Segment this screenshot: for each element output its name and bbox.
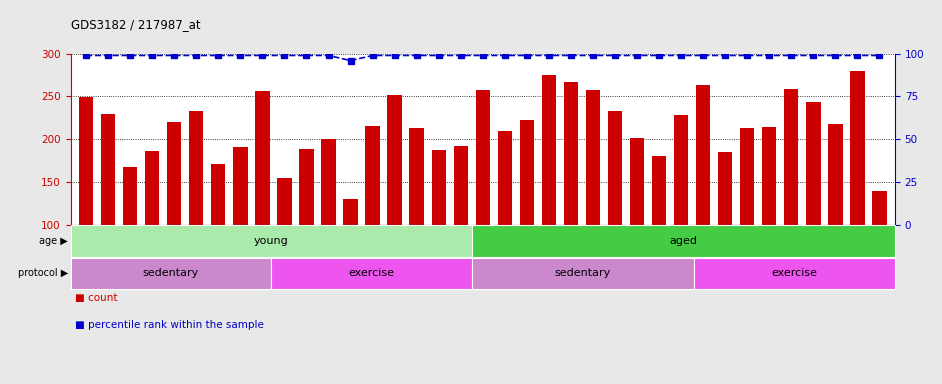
Bar <box>762 127 776 310</box>
Bar <box>79 97 93 310</box>
Bar <box>718 152 732 310</box>
Text: GDS3182 / 217987_at: GDS3182 / 217987_at <box>71 18 201 31</box>
Bar <box>563 82 578 310</box>
Bar <box>145 151 159 310</box>
Bar <box>255 91 269 310</box>
Bar <box>806 103 820 310</box>
Bar <box>472 258 694 289</box>
Bar <box>101 114 115 310</box>
Text: ■ count: ■ count <box>75 293 118 303</box>
Text: age ▶: age ▶ <box>39 236 68 246</box>
Bar <box>851 71 865 310</box>
Bar <box>410 128 424 310</box>
Bar <box>674 115 689 310</box>
Text: protocol ▶: protocol ▶ <box>18 268 68 278</box>
Bar <box>123 167 138 310</box>
Bar <box>784 89 799 310</box>
Bar <box>520 119 534 310</box>
Bar <box>694 258 895 289</box>
Text: sedentary: sedentary <box>143 268 199 278</box>
Bar <box>454 146 468 310</box>
Text: ■ percentile rank within the sample: ■ percentile rank within the sample <box>75 320 265 330</box>
Bar <box>696 85 710 310</box>
Bar <box>234 147 248 310</box>
Bar <box>167 122 182 310</box>
Bar <box>321 139 335 310</box>
Bar <box>828 124 842 310</box>
Text: aged: aged <box>669 236 697 246</box>
Bar <box>277 178 292 310</box>
Text: exercise: exercise <box>349 268 395 278</box>
Bar <box>472 225 895 257</box>
Bar <box>189 111 203 310</box>
Bar <box>387 95 402 310</box>
Bar <box>630 138 644 310</box>
Bar <box>542 75 556 310</box>
Bar <box>476 91 490 310</box>
Text: sedentary: sedentary <box>555 268 611 278</box>
Bar <box>740 128 755 310</box>
Bar <box>586 89 600 310</box>
Bar <box>271 258 472 289</box>
Bar <box>344 199 358 310</box>
Bar <box>71 225 472 257</box>
Bar <box>300 149 314 310</box>
Bar <box>71 258 271 289</box>
Text: young: young <box>253 236 288 246</box>
Bar <box>608 111 622 310</box>
Bar <box>872 191 886 310</box>
Bar <box>365 126 380 310</box>
Bar <box>431 150 446 310</box>
Text: exercise: exercise <box>771 268 818 278</box>
Bar <box>497 131 512 310</box>
Bar <box>211 164 225 310</box>
Bar <box>652 156 666 310</box>
